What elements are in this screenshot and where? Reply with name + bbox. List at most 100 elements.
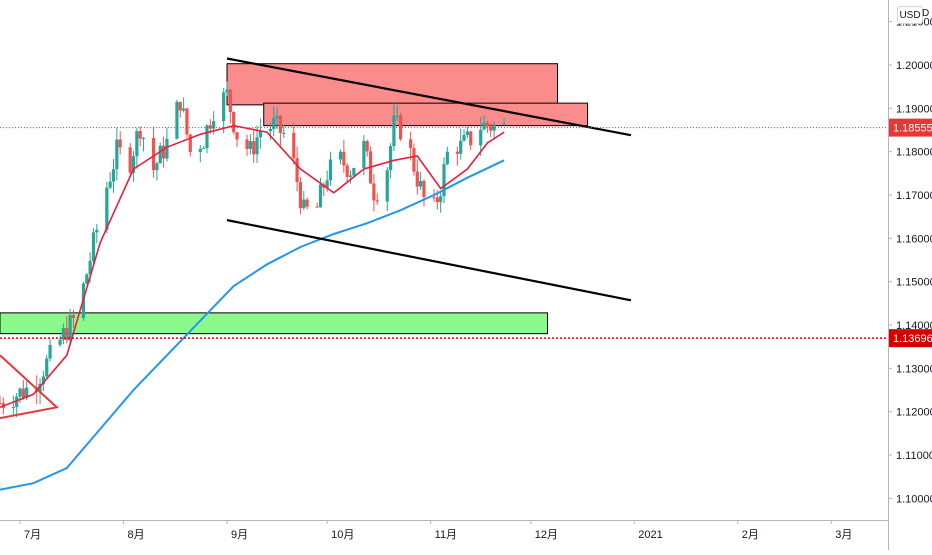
- candle-body: [392, 115, 396, 147]
- y-tick-label: 1.15000: [896, 277, 932, 289]
- demand-zone[interactable]: [0, 312, 548, 335]
- candle-body: [502, 123, 506, 125]
- x-tick-label: 3月: [835, 529, 852, 541]
- candle-body: [342, 151, 346, 166]
- candle-body: [412, 148, 416, 172]
- candle-body: [115, 139, 119, 170]
- candle-body: [419, 180, 423, 187]
- candle-body: [91, 232, 96, 261]
- last-price-label: 1.18555: [893, 123, 932, 135]
- candle-body: [385, 170, 389, 202]
- candle-body: [439, 196, 443, 203]
- candle-body: [255, 137, 259, 155]
- candle-body: [462, 134, 466, 141]
- candle-body: [325, 180, 329, 188]
- candle-body: [375, 200, 379, 202]
- candle-body: [348, 175, 353, 177]
- trendline-2[interactable]: [226, 219, 632, 302]
- candle-body: [455, 151, 459, 154]
- candle-body: [445, 151, 449, 165]
- candle-body: [21, 388, 25, 398]
- x-tick-label: 9月: [231, 529, 248, 541]
- x-tick-label: 7月: [24, 529, 41, 541]
- y-tick-label: 1.19000: [896, 103, 932, 115]
- candle-body: [95, 229, 99, 233]
- candle-body: [41, 376, 45, 384]
- candle-body: [105, 187, 109, 230]
- candle-body: [298, 182, 303, 209]
- candle-body: [25, 387, 29, 398]
- candle-body: [118, 139, 122, 148]
- x-tick-label: 2月: [742, 529, 759, 541]
- level-price-badge: [889, 329, 932, 348]
- candle-body: [182, 108, 186, 111]
- candle-body: [11, 407, 15, 409]
- candle-body: [235, 132, 239, 140]
- candle-body: [15, 396, 19, 408]
- candle-body: [65, 328, 69, 341]
- candle-body: [205, 125, 209, 149]
- x-tick-label: 11月: [435, 529, 457, 541]
- candle-body: [245, 139, 249, 149]
- candle-body: [188, 134, 192, 152]
- candle-body: [151, 138, 156, 171]
- candle-body: [161, 145, 166, 159]
- candle-body: [399, 115, 403, 140]
- candle-body: [409, 139, 413, 149]
- triangle-drawing[interactable]: [0, 354, 59, 420]
- candle-body: [178, 101, 182, 111]
- candle-body: [222, 92, 226, 122]
- candle-body: [165, 138, 169, 159]
- candle-body: [485, 122, 489, 127]
- candle-body: [302, 199, 306, 209]
- candle-body: [138, 131, 142, 139]
- candle-body: [388, 146, 393, 171]
- candle-body: [228, 89, 232, 112]
- y-tick-label: 1.18000: [896, 147, 932, 159]
- candle-body: [248, 141, 252, 149]
- indicator-lines-layer: [0, 124, 505, 491]
- currency-unit-button[interactable]: USD: [897, 6, 923, 24]
- supply-zone[interactable]: [263, 102, 589, 127]
- candle-body: [155, 163, 159, 171]
- candle-body: [345, 165, 349, 177]
- candle-body: [372, 183, 376, 201]
- candle-body: [489, 126, 493, 131]
- candle-body: [0, 403, 2, 404]
- last-price-badge: [889, 118, 932, 137]
- y-tick-label: 1.16000: [896, 233, 932, 245]
- candle-body: [212, 121, 216, 129]
- candle-body: [352, 167, 356, 176]
- candle-body: [305, 199, 309, 207]
- candle-body: [315, 206, 319, 208]
- y-tick-label: 1.12000: [896, 407, 932, 419]
- x-tick-label: 10月: [331, 529, 354, 541]
- candle-body: [85, 274, 89, 284]
- candle-body: [459, 140, 463, 154]
- candle-body: [258, 131, 262, 138]
- candle-body: [492, 124, 496, 131]
- candle-body: [328, 159, 333, 181]
- candle-body: [395, 115, 399, 117]
- candle-body: [415, 171, 419, 187]
- candle-body: [48, 344, 52, 359]
- candle-body: [88, 260, 92, 275]
- y-tick-label: 1.10000: [896, 493, 932, 505]
- y-tick-label: 1.14000: [896, 320, 932, 332]
- candle-body: [292, 132, 296, 159]
- supply-zone[interactable]: [226, 63, 559, 106]
- candle-body: [365, 141, 369, 152]
- candle-body: [232, 111, 236, 133]
- candle-body: [442, 164, 446, 197]
- candle-body: [18, 388, 22, 397]
- x-tick-label: 12月: [535, 529, 558, 541]
- candle-body: [465, 131, 469, 135]
- trendline-1[interactable]: [226, 57, 632, 137]
- level-price-label: 1.13696: [893, 333, 932, 345]
- y-tick-label: 1.11000: [896, 450, 932, 462]
- candle-body: [252, 141, 256, 155]
- candle-body: [71, 315, 76, 318]
